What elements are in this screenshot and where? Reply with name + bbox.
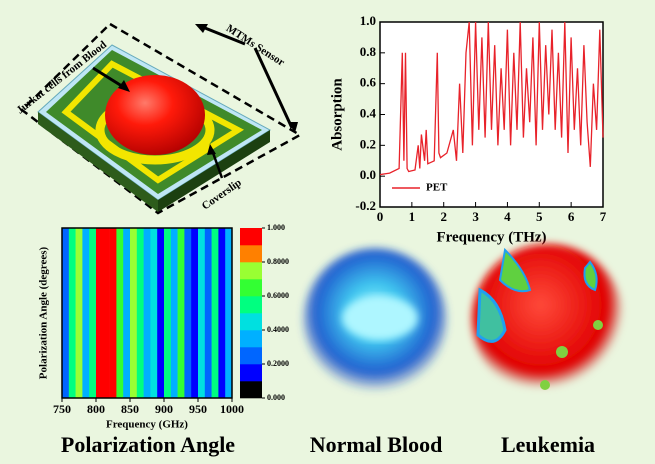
heat-stripe xyxy=(198,228,205,398)
heat-stripe xyxy=(110,228,117,398)
heat-stripe xyxy=(144,228,151,398)
colorbar-band xyxy=(240,262,262,279)
heat-stripe xyxy=(225,228,232,398)
heat-stripe xyxy=(164,228,171,398)
colorbar-band xyxy=(240,313,262,330)
heat-stripe xyxy=(157,228,164,398)
heat-stripe xyxy=(96,228,103,398)
x-tick-label: 950 xyxy=(189,402,207,416)
colorbar-band xyxy=(240,364,262,381)
caption: Polarization Angle xyxy=(61,432,235,457)
heat-stripe xyxy=(184,228,191,398)
heat-stripe xyxy=(178,228,185,398)
sensor-label: MTMs Sensor xyxy=(224,22,287,69)
colorbar-band xyxy=(240,347,262,364)
y-tick-label: 0.8 xyxy=(360,44,377,59)
colorbar-band xyxy=(240,245,262,262)
x-tick-label: 850 xyxy=(121,402,139,416)
x-tick-label: 900 xyxy=(155,402,173,416)
page: Jurkat cells from Blood MTMs Sensor Cove… xyxy=(0,0,655,464)
heat-stripe xyxy=(171,228,178,398)
figure: Jurkat cells from Blood MTMs Sensor Cove… xyxy=(0,0,655,464)
x-tick-label: 6 xyxy=(568,209,575,224)
y-axis-label: Polarization Angle (degrees) xyxy=(38,246,50,379)
absorption-chart: PET 0 1 2 3 4 5 6 7 -0.2 0.0 0.2 0.4 0.6 0.8 1.0 Frequen… xyxy=(329,13,606,245)
x-tick-label: 1000 xyxy=(220,402,244,416)
device-diagram: Jurkat cells from Blood MTMs Sensor Cove… xyxy=(14,22,300,213)
caption: Normal Blood xyxy=(310,432,443,457)
colorbar-band xyxy=(240,228,262,245)
colorbar-tick-label: 0.8000 xyxy=(267,257,289,266)
y-tick-label: 0.4 xyxy=(360,105,377,120)
x-tick-label: 800 xyxy=(87,402,105,416)
heat-stripe xyxy=(62,228,69,398)
heat-stripe xyxy=(130,228,137,398)
heat-stripe xyxy=(76,228,83,398)
normal-blood-image xyxy=(303,248,447,392)
colorbar-tick-label: 0.6000 xyxy=(267,291,289,300)
heatmap-chart: 0.000 0.2000 0.4000 0.6000 0.8000 1.000 750 800… xyxy=(38,223,289,431)
heat-stripe xyxy=(212,228,219,398)
x-tick-label: 0 xyxy=(377,209,384,224)
legend-label: PET xyxy=(426,182,448,194)
substrate-label: Coverslip xyxy=(200,177,244,213)
x-tick-label: 5 xyxy=(536,209,543,224)
x-tick-label: 750 xyxy=(53,402,71,416)
x-tick-label: 1 xyxy=(409,209,416,224)
heat-stripe xyxy=(116,228,123,398)
colorbar-tick-label: 0.000 xyxy=(267,393,285,402)
x-tick-label: 7 xyxy=(600,209,607,224)
heat-stripe xyxy=(137,228,144,398)
heat-stripe xyxy=(218,228,225,398)
y-tick-label: 1.0 xyxy=(360,13,376,28)
leukemia-image xyxy=(472,244,624,396)
heat-stripe xyxy=(150,228,157,398)
heat-stripe xyxy=(123,228,130,398)
caption: Leukemia xyxy=(501,432,595,457)
x-tick-label: 4 xyxy=(504,209,511,224)
x-axis-label: Frequency (GHz) xyxy=(106,419,188,431)
x-axis-label: Frequency (THz) xyxy=(436,229,546,245)
y-axis-label: Absorption xyxy=(329,78,345,151)
colorbar-band xyxy=(240,381,262,398)
colorbar-tick-label: 1.000 xyxy=(267,223,285,232)
x-tick-label: 2 xyxy=(440,209,447,224)
colorbar-band xyxy=(240,330,262,347)
colorbar-band xyxy=(240,296,262,313)
heat-stripe xyxy=(191,228,198,398)
heat-stripe xyxy=(103,228,110,398)
heat-stripe xyxy=(89,228,96,398)
colorbar-tick-label: 0.2000 xyxy=(267,359,289,368)
heat-stripe xyxy=(82,228,89,398)
y-tick-label: 0.6 xyxy=(360,75,377,90)
y-tick-label: 0.0 xyxy=(360,167,376,182)
x-tick-label: 3 xyxy=(472,209,479,224)
y-tick-label: 0.2 xyxy=(360,136,376,151)
colorbar-tick-label: 0.4000 xyxy=(267,325,289,334)
y-tick-label: -0.2 xyxy=(355,198,376,213)
heat-stripe xyxy=(205,228,212,398)
colorbar-band xyxy=(240,279,262,296)
heat-stripe xyxy=(69,228,76,398)
